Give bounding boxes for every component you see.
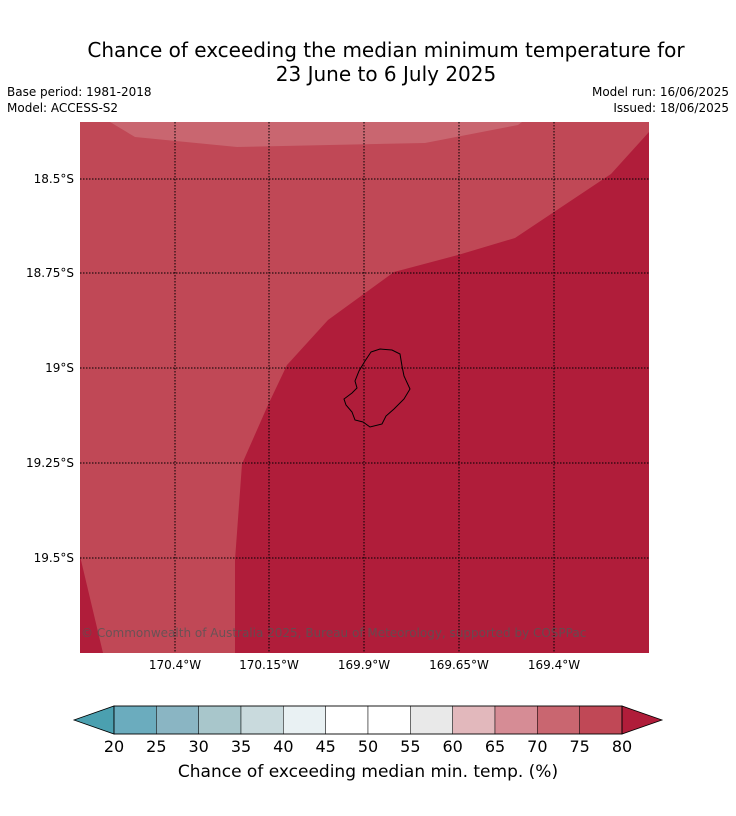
colorbar-tick-label: 60	[442, 737, 463, 756]
lat-label-19-25: 19.25°S	[26, 456, 74, 470]
lon-label-169-9: 169.9°W	[337, 658, 391, 672]
colorbar-tick-label: 65	[484, 737, 506, 756]
chart-title: Chance of exceeding the median minimum t…	[0, 38, 736, 86]
lat-label-18-5: 18.5°S	[33, 172, 74, 186]
colorbar-tick-label: 70	[527, 737, 548, 756]
colorbar-tick-label: 30	[188, 737, 209, 756]
issued-date: Issued: 18/06/2025	[613, 101, 729, 115]
colorbar	[72, 705, 664, 735]
colorbar-segment	[537, 705, 580, 735]
colorbar-segment	[113, 705, 157, 735]
title-line-1: Chance of exceeding the median minimum t…	[87, 38, 685, 62]
lat-label-19-5: 19.5°S	[33, 551, 74, 565]
colorbar-segment	[325, 705, 369, 735]
lon-label-170-15: 170.15°W	[239, 658, 299, 672]
colorbar-segment	[283, 705, 326, 735]
title-line-2: 23 June to 6 July 2025	[275, 62, 497, 86]
colorbar-segment	[410, 705, 453, 735]
colorbar-segment	[367, 705, 411, 735]
lon-label-169-4: 169.4°W	[527, 658, 581, 672]
colorbar-segment	[240, 705, 284, 735]
colorbar-tick-label: 55	[400, 737, 421, 756]
lat-label-19: 19°S	[45, 361, 74, 375]
colorbar-tick-label: 75	[569, 737, 590, 756]
colorbar-arrow-low	[72, 705, 115, 735]
colorbar-tick-label: 20	[103, 737, 125, 756]
lon-label-170-4: 170.4°W	[148, 658, 202, 672]
colorbar-segment	[156, 705, 199, 735]
map-region-80-plus-corner	[80, 556, 103, 653]
model-run: Model run: 16/06/2025	[591, 85, 729, 99]
model-name: Model: ACCESS-S2	[7, 101, 119, 115]
gridlines	[80, 122, 649, 653]
colorbar-segment	[494, 705, 538, 735]
base-period: Base period: 1981-2018	[7, 85, 152, 99]
colorbar-segment	[452, 705, 496, 735]
colorbar-segment	[579, 705, 623, 735]
island-outline	[343, 348, 411, 428]
colorbar-tick-label: 25	[146, 737, 167, 756]
meta-right: Model run: 16/06/2025 Issued: 18/06/2025	[592, 84, 729, 116]
colorbar-label: Chance of exceeding median min. temp. (%…	[177, 762, 559, 782]
colorbar-outline	[113, 705, 623, 735]
colorbar-tick-label: 40	[273, 737, 294, 756]
map-region-80-plus	[235, 122, 649, 653]
colorbar-tick-label: 35	[230, 737, 252, 756]
lon-label-169-65: 169.65°W	[429, 658, 489, 672]
colorbar-segment	[198, 705, 242, 735]
colorbar-tick-label: 45	[315, 737, 336, 756]
copyright-notice: © Commonwealth of Australia 2025, Bureau…	[81, 626, 587, 640]
lat-label-18-75: 18.75°S	[26, 266, 74, 280]
colorbar-arrow-high	[621, 705, 664, 735]
meta-left: Base period: 1981-2018 Model: ACCESS-S2	[7, 84, 152, 116]
map-region-70-75	[110, 122, 522, 147]
colorbar-tick-label: 50	[357, 737, 379, 756]
colorbar-tick-label: 80	[611, 737, 633, 756]
